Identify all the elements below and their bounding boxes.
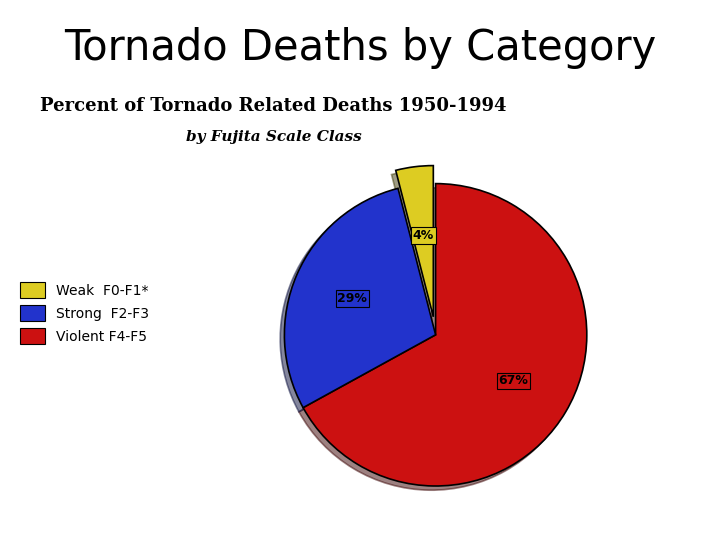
Text: 4%: 4% xyxy=(413,230,433,242)
Text: 29%: 29% xyxy=(338,292,367,305)
Wedge shape xyxy=(396,166,433,317)
Text: 67%: 67% xyxy=(499,374,528,388)
Text: Tornado Deaths by Category: Tornado Deaths by Category xyxy=(64,27,656,69)
Text: by Fujita Scale Class: by Fujita Scale Class xyxy=(186,130,361,144)
Legend: Weak  F0-F1*, Strong  F2-F3, Violent F4-F5: Weak F0-F1*, Strong F2-F3, Violent F4-F5 xyxy=(14,276,154,350)
Text: Percent of Tornado Related Deaths 1950-1994: Percent of Tornado Related Deaths 1950-1… xyxy=(40,97,507,115)
Wedge shape xyxy=(284,188,436,408)
Wedge shape xyxy=(303,184,587,486)
